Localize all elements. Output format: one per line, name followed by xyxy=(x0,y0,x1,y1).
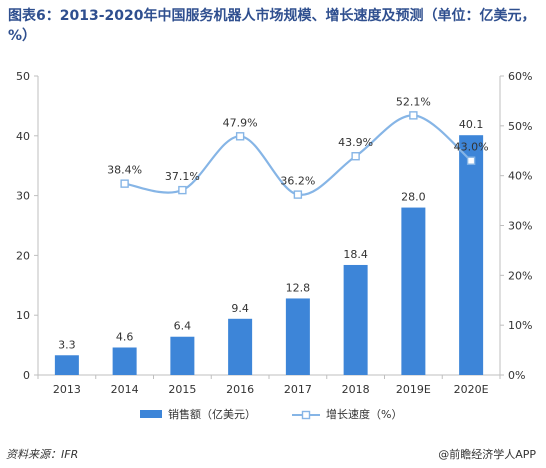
growth-marker xyxy=(409,111,418,120)
y-left-tick-label: 0 xyxy=(23,369,30,382)
x-tick-label: 2017 xyxy=(284,383,312,396)
bar-value-label: 4.6 xyxy=(116,330,134,343)
growth-value-label: 37.1% xyxy=(165,170,200,183)
bar xyxy=(228,318,253,375)
bar xyxy=(401,207,426,375)
bar-value-label: 18.4 xyxy=(343,248,368,261)
bar-series xyxy=(54,135,484,375)
y-left-tick-label: 30 xyxy=(16,190,30,203)
bar-value-label: 40.1 xyxy=(459,118,484,131)
legend-swatch-bar xyxy=(140,410,162,418)
bar xyxy=(170,336,195,375)
chart-title: 图表6：2013-2020年中国服务机器人市场规模、增长速度及预测（单位：亿美元… xyxy=(8,8,536,44)
legend-swatch-marker xyxy=(301,410,311,420)
growth-value-label: 38.4% xyxy=(107,164,142,177)
y-right-tick-label: 40% xyxy=(508,170,532,183)
growth-value-label: 47.9% xyxy=(223,116,258,129)
bar-value-label: 9.4 xyxy=(231,302,249,315)
bar xyxy=(343,264,368,375)
x-tick-label: 2018 xyxy=(342,383,370,396)
growth-value-label: 43.0% xyxy=(454,141,489,154)
bar-value-label: 12.8 xyxy=(286,281,311,294)
legend: 销售额（亿美元） 增长速度（%） xyxy=(140,407,402,421)
x-tick-label: 2020E xyxy=(454,383,489,396)
y-right-tick-label: 30% xyxy=(508,220,532,233)
line-series xyxy=(120,111,476,199)
bar-value-label: 6.4 xyxy=(174,320,192,333)
y-left-tick-label: 10 xyxy=(16,309,30,322)
source-note: 资料来源：IFR xyxy=(6,448,79,461)
y-right-tick-label: 50% xyxy=(508,120,532,133)
growth-marker xyxy=(466,156,476,165)
x-tick-label: 2019E xyxy=(396,383,431,396)
y-right-tick-label: 0% xyxy=(508,369,525,382)
bar-value-label: 28.0 xyxy=(401,191,426,204)
x-tick-label: 2015 xyxy=(168,383,196,396)
growth-marker xyxy=(178,185,187,195)
y-right-tick-label: 20% xyxy=(508,269,532,282)
growth-marker xyxy=(293,190,303,199)
bar xyxy=(112,347,137,375)
growth-marker xyxy=(351,152,360,161)
legend-label-line: 增长速度（%） xyxy=(326,407,402,421)
chart-axes: 0 10 20 30 40 50 0% 10% 20% 30% 40% 50% 60% 2013 2014 2… xyxy=(16,70,532,396)
y-left-tick-label: 50 xyxy=(16,70,30,83)
bar xyxy=(459,135,484,375)
bar-value-label: 3.3 xyxy=(58,338,76,351)
y-right-tick-label: 60% xyxy=(508,70,532,83)
x-tick-label: 2013 xyxy=(53,383,81,396)
growth-value-label: 52.1% xyxy=(396,95,431,108)
y-right-tick-label: 10% xyxy=(508,319,532,332)
x-tick-label: 2016 xyxy=(226,383,254,396)
growth-value-label: 43.9% xyxy=(338,136,373,149)
y-left-tick-label: 20 xyxy=(16,249,30,262)
legend-label-bar: 销售额（亿美元） xyxy=(168,407,256,421)
bar xyxy=(285,298,310,375)
y-left-tick-label: 40 xyxy=(16,130,30,143)
bar xyxy=(54,355,79,375)
growth-marker xyxy=(120,179,129,188)
growth-value-label: 36.2% xyxy=(280,175,315,188)
x-tick-label: 2014 xyxy=(111,383,139,396)
data-labels: 3.3 4.6 6.4 9.4 12.8 18.4 28.0 40.1 38.4% 37.1% 47… xyxy=(58,95,488,351)
brand-watermark: @前瞻经济学人APP xyxy=(438,448,536,461)
growth-marker xyxy=(235,132,245,141)
